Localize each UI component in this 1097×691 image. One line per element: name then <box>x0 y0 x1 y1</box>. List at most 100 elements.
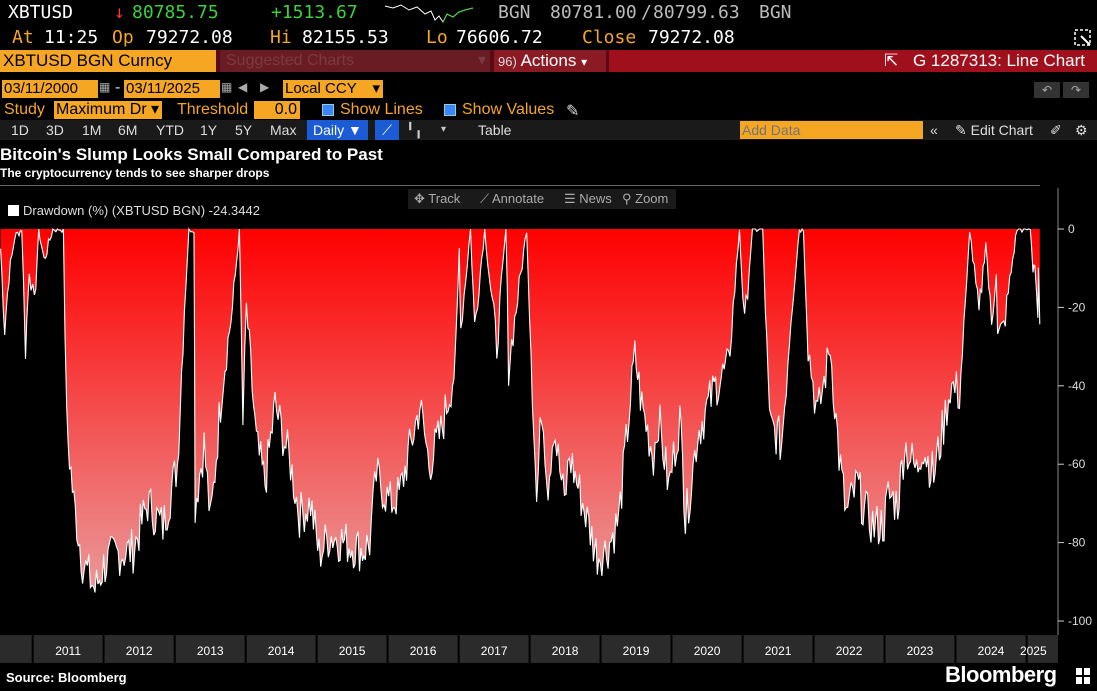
x-tick-label: 2015 <box>339 644 366 658</box>
chevron-down-icon: ▾ <box>150 101 159 118</box>
y-tick-label: -60 <box>1068 457 1086 471</box>
show-lines-toggle[interactable]: Show Lines <box>322 101 423 119</box>
study-select[interactable]: Maximum Dr ▾ <box>54 101 162 119</box>
calendar-icon[interactable]: ▦ <box>99 80 111 94</box>
ticker[interactable]: XBTUSD <box>8 2 74 23</box>
calendar-icon[interactable]: ▦ <box>221 80 233 94</box>
undo-icon[interactable]: ↶ <box>1034 82 1060 98</box>
zoom-label: Zoom <box>635 191 669 206</box>
x-tick-label: 2011 <box>55 644 81 658</box>
end-date-field[interactable]: 03/11/2025 <box>124 80 220 98</box>
period-5y[interactable]: 5Y <box>235 122 253 138</box>
gear-icon[interactable]: ⚙ <box>1075 122 1088 138</box>
currency-label: Local CCY <box>285 80 357 97</box>
legend-swatch <box>8 205 19 216</box>
external-link-icon[interactable]: ⇱ <box>884 51 899 70</box>
header-bar: XBTUSD BGN Curncy Suggested Charts ▾ 96)… <box>0 50 1097 72</box>
title-divider <box>0 185 1040 186</box>
currency-select[interactable]: Local CCY ▾ <box>283 80 383 98</box>
bar-chart-icon[interactable]: ╹╻ <box>406 122 423 138</box>
legend-series-name: Drawdown (%) (XBTUSD BGN) <box>23 203 206 218</box>
source-note: Source: Bloomberg <box>6 670 127 685</box>
bid-source: BGN <box>498 2 531 23</box>
last-price: 80785.75 <box>132 2 219 23</box>
quote-line-1: XBTUSD ↓ 80785.75 +1513.67 BGN 80781.00 … <box>0 0 1097 26</box>
high-label: Hi <box>270 27 292 48</box>
legend-last-value: -24.3442 <box>208 203 260 218</box>
collapse-icon[interactable]: « <box>930 122 938 138</box>
threshold-field[interactable]: 0.0 <box>254 101 300 119</box>
period-1y[interactable]: 1Y <box>200 122 218 138</box>
price-change: +1513.67 <box>271 2 358 23</box>
period-1d[interactable]: 1D <box>11 122 29 138</box>
line-chart-icon[interactable]: ⟋ <box>375 120 399 140</box>
pencil-icon: ✎ <box>955 122 967 138</box>
period-max[interactable]: Max <box>270 122 297 138</box>
x-tick-label: 2020 <box>694 644 721 658</box>
x-tick-label: 2019 <box>623 644 650 658</box>
open-label: Op <box>112 27 134 48</box>
checkbox-icon <box>444 103 456 116</box>
show-lines-label: Show Lines <box>340 101 423 118</box>
start-date-field[interactable]: 03/11/2000 <box>2 80 98 98</box>
x-tick-label: 2022 <box>836 644 863 658</box>
pencil-icon[interactable]: ✎ <box>566 103 580 120</box>
annotate-label: Annotate <box>492 191 545 206</box>
actions-menu[interactable]: 96) Actions ▾ <box>494 50 606 72</box>
open-value: 79272.08 <box>146 27 233 48</box>
sparkline-icon <box>384 4 474 23</box>
track-button[interactable]: ✥ Track <box>414 191 461 206</box>
chevron-down-icon: ▾ <box>477 52 486 69</box>
ask-price: 80799.63 <box>653 2 740 23</box>
close-label: Close <box>582 27 637 48</box>
edit-chart-label: Edit Chart <box>970 122 1033 138</box>
period-ytd[interactable]: YTD <box>156 122 184 138</box>
chevron-down-icon[interactable]: ▾ <box>441 124 447 135</box>
y-tick-label: -80 <box>1068 536 1086 550</box>
news-button[interactable]: ☰ News <box>564 191 612 206</box>
period-row: 1D 3D 1M 6M YTD 1Y 5Y Max Daily ▼ ⟋ ╹╻ ▾… <box>0 120 1097 140</box>
drawdown-area <box>0 229 1040 593</box>
at-label: At <box>12 27 34 48</box>
add-data-input[interactable] <box>740 121 924 138</box>
chevron-down-icon: ▾ <box>581 55 588 69</box>
add-data-field[interactable] <box>740 121 924 139</box>
bloomberg-logo: Bloomberg <box>945 662 1057 687</box>
low-label: Lo <box>426 27 448 48</box>
frequency-label: Daily <box>313 122 345 138</box>
annotate-button[interactable]: ⟋ Annotate <box>480 191 545 206</box>
slash-separator: / <box>641 2 652 23</box>
chart-legend[interactable]: Drawdown (%) (XBTUSD BGN) -24.3442 <box>8 203 260 218</box>
x-tick-label: 2016 <box>410 644 437 658</box>
low-value: 76606.72 <box>456 27 543 48</box>
show-values-toggle[interactable]: Show Values <box>444 101 554 119</box>
drawdown-line <box>0 227 1041 593</box>
prev-arrow-icon[interactable]: ◀ <box>238 80 248 94</box>
edit-chart-button[interactable]: ✎ Edit Chart <box>955 120 1033 140</box>
period-3d[interactable]: 3D <box>46 122 64 138</box>
period-6m[interactable]: 6M <box>118 122 138 138</box>
expand-icon[interactable] <box>1073 28 1093 48</box>
x-tick-label: 2021 <box>765 644 792 658</box>
suggested-charts-button[interactable]: Suggested Charts ▾ <box>220 50 490 72</box>
y-tick-label: -20 <box>1068 300 1086 314</box>
annotate-edit-icon[interactable]: ✐ <box>1050 122 1062 138</box>
chart-title-block: Bitcoin's Slump Looks Small Compared to … <box>0 145 383 180</box>
close-value: 79272.08 <box>648 27 735 48</box>
news-label: News <box>579 191 612 206</box>
redo-icon[interactable]: ↷ <box>1063 82 1089 98</box>
y-tick-label: -100 <box>1068 614 1092 628</box>
x-tick-label: 2013 <box>197 644 224 658</box>
x-tick-label: 2018 <box>552 644 579 658</box>
next-arrow-icon[interactable]: ▶ <box>260 80 270 94</box>
checkbox-icon <box>322 103 334 116</box>
period-1m[interactable]: 1M <box>82 122 102 138</box>
chart-plot[interactable]: 0 -20 -40 -60 -80 -100 2011 2012 2013 2014 2015 201… <box>0 188 1097 668</box>
table-button[interactable]: Table <box>478 122 512 138</box>
security-field[interactable]: XBTUSD BGN Curncy <box>0 50 216 72</box>
frequency-select[interactable]: Daily ▼ <box>307 120 368 140</box>
zoom-button[interactable]: ⚲ Zoom <box>622 191 669 206</box>
actions-label: Actions <box>520 51 577 70</box>
x-tick-label: 2017 <box>481 644 508 658</box>
chart-subtitle: The cryptocurrency tends to see sharper … <box>0 166 270 180</box>
